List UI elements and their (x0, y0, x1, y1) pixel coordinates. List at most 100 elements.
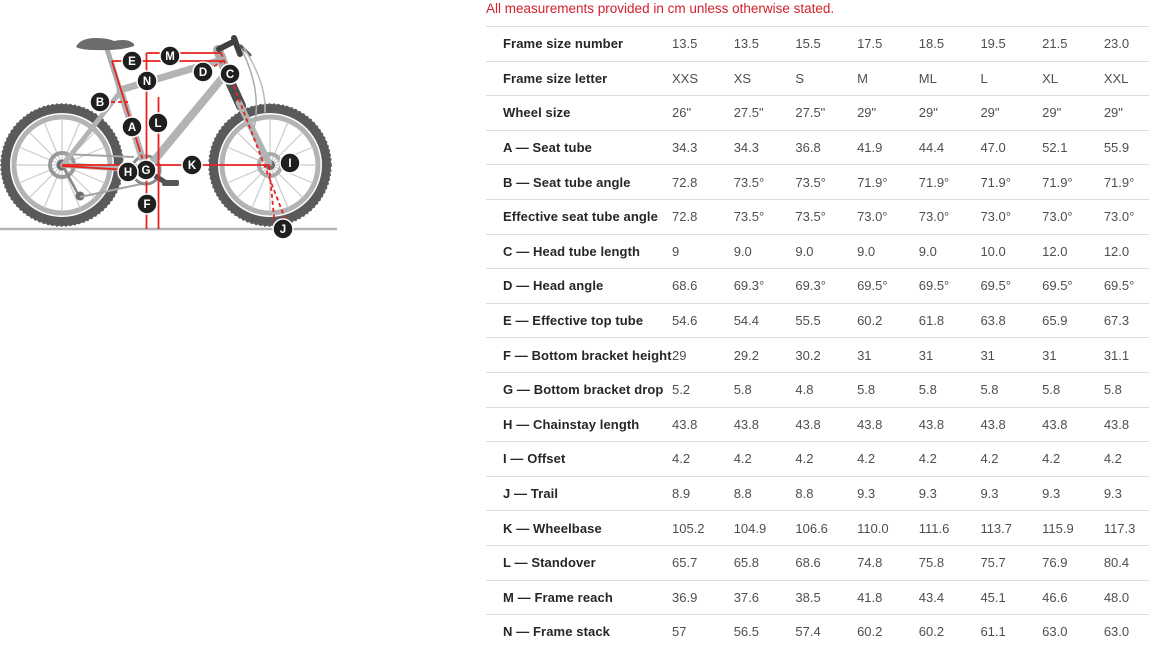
cell-value: 60.2 (918, 624, 945, 640)
cell-value: 104.9 (733, 520, 767, 536)
svg-text:J: J (280, 224, 286, 236)
row-label: L — Standover (503, 555, 596, 571)
cell-value: 115.9 (1042, 520, 1074, 536)
marker-k-icon: K (181, 154, 203, 176)
cell-value: 18.5 (918, 36, 945, 52)
marker-a-icon: A (121, 116, 143, 138)
cell-value: 4.2 (733, 451, 752, 467)
cell-value: 34.3 (733, 140, 759, 156)
brake-cable (243, 47, 266, 113)
marker-n-icon: N (136, 70, 158, 92)
cell-value: 29" (918, 105, 938, 121)
table-row: G — Bottom bracket drop 5.2 5.8 4.8 5.8 5.8 5.… (486, 371, 1149, 407)
trail-line (268, 165, 276, 228)
cell-value: 43.8 (672, 416, 698, 432)
cell-value: S (795, 70, 805, 86)
measurement-note: All measurements provided in cm unless o… (486, 1, 835, 16)
table-row: A — Seat tube 34.3 34.3 36.8 41.9 44.4 47.0 52.… (486, 129, 1149, 165)
row-label: E — Effective top tube (503, 313, 644, 329)
cell-value: 71.9° (1042, 174, 1073, 190)
cell-value: 55.5 (795, 313, 821, 329)
cell-value: XS (733, 70, 752, 86)
cell-value: 9.3 (980, 486, 999, 502)
cell-value: 21.5 (1042, 36, 1068, 52)
cell-value: 36.8 (795, 140, 821, 156)
cell-value: 43.8 (733, 416, 759, 432)
cell-value: 5.8 (918, 382, 937, 398)
cell-value: 43.8 (857, 416, 883, 432)
cell-value: L (980, 70, 988, 86)
cell-value: 31 (1042, 347, 1057, 363)
row-label: A — Seat tube (503, 140, 592, 156)
cell-value: 23.0 (1103, 36, 1130, 52)
cell-value: 4.2 (795, 451, 814, 467)
cell-value: 12.0 (1103, 243, 1130, 259)
cell-value: XXS (672, 70, 699, 86)
cell-value: 17.5 (857, 36, 883, 52)
table-row: I — Offset 4.2 4.2 4.2 4.2 4.2 4.2 4.2 4.2 (486, 441, 1149, 476)
cell-value: 38.5 (795, 589, 821, 605)
cell-value: 4.2 (980, 451, 999, 467)
svg-text:M: M (165, 51, 175, 63)
row-label: H — Chainstay length (503, 416, 640, 432)
cell-value: 37.6 (733, 589, 759, 605)
cell-value: 4.2 (857, 451, 876, 467)
cell-value: 9.0 (857, 243, 876, 259)
table-row: Frame size number 13.5 13.5 15.5 17.5 18.5 19.… (486, 26, 1149, 61)
cell-value: 71.9° (980, 174, 1011, 190)
cell-value: 73.5° (795, 174, 826, 190)
svg-text:B: B (96, 97, 104, 109)
cell-value: 5.8 (857, 382, 876, 398)
cell-value: 34.3 (672, 140, 698, 156)
cell-value: 5.8 (1042, 382, 1061, 398)
marker-j-icon: J (272, 218, 294, 240)
cell-value: 43.8 (980, 416, 1006, 432)
cell-value: 57 (672, 624, 687, 640)
geometry-table: Frame size number 13.5 13.5 15.5 17.5 18.5 19.… (486, 26, 1149, 649)
row-label: K — Wheelbase (503, 520, 602, 536)
cell-value: 10.0 (980, 243, 1006, 259)
cell-value: 65.7 (672, 555, 698, 571)
cell-value: 9.3 (857, 486, 876, 502)
cell-value: 8.8 (795, 486, 814, 502)
cell-value: 29.2 (733, 347, 759, 363)
cell-value: 73.0° (980, 209, 1011, 225)
cell-value: 4.2 (1042, 451, 1061, 467)
cell-value: 29" (857, 105, 877, 121)
cell-value: 52.1 (1042, 140, 1068, 156)
table-row: B — Seat tube angle 72.8 73.5° 73.5° 71.9° 71… (486, 164, 1149, 199)
table-row: Frame size letter XXS XS S M ML L XL XXL (486, 60, 1149, 96)
cell-value: 69.5° (857, 278, 888, 294)
cell-value: 69.3° (733, 278, 765, 294)
cell-value: 72.8 (672, 209, 698, 225)
cell-value: 4.8 (795, 382, 814, 398)
cell-value: 29 (672, 347, 687, 363)
cell-value: 31.1 (1103, 347, 1130, 363)
cell-value: XL (1042, 70, 1059, 86)
cell-value: 69.5° (918, 278, 950, 294)
marker-f-icon: F (136, 193, 158, 215)
handlebar-icon (231, 35, 243, 57)
cell-value: 19.5 (980, 36, 1006, 52)
cell-value: 68.6 (672, 278, 698, 294)
svg-text:C: C (226, 69, 234, 81)
row-label: Frame size letter (503, 70, 608, 86)
cell-value: 43.8 (918, 416, 945, 432)
cell-value: 71.9° (918, 174, 950, 190)
cell-value: 61.8 (918, 313, 945, 329)
cell-value: 63.0 (1042, 624, 1068, 640)
cell-value: 13.5 (672, 36, 698, 52)
cell-value: 29" (1103, 105, 1123, 121)
table-row: D — Head angle 68.6 69.3° 69.3° 69.5° 69.5° 69… (486, 268, 1149, 303)
steering-axis-line (220, 52, 292, 235)
svg-text:K: K (188, 160, 197, 172)
svg-text:L: L (154, 118, 161, 130)
cell-value: 56.5 (733, 624, 759, 640)
cell-value: 9.3 (1042, 486, 1061, 502)
svg-text:I: I (288, 158, 291, 170)
cell-value: 31 (857, 347, 872, 363)
cell-value: 43.4 (918, 589, 945, 605)
cell-value: 27.5" (795, 105, 826, 121)
cell-value: 8.8 (733, 486, 752, 502)
cell-value: 4.2 (672, 451, 691, 467)
